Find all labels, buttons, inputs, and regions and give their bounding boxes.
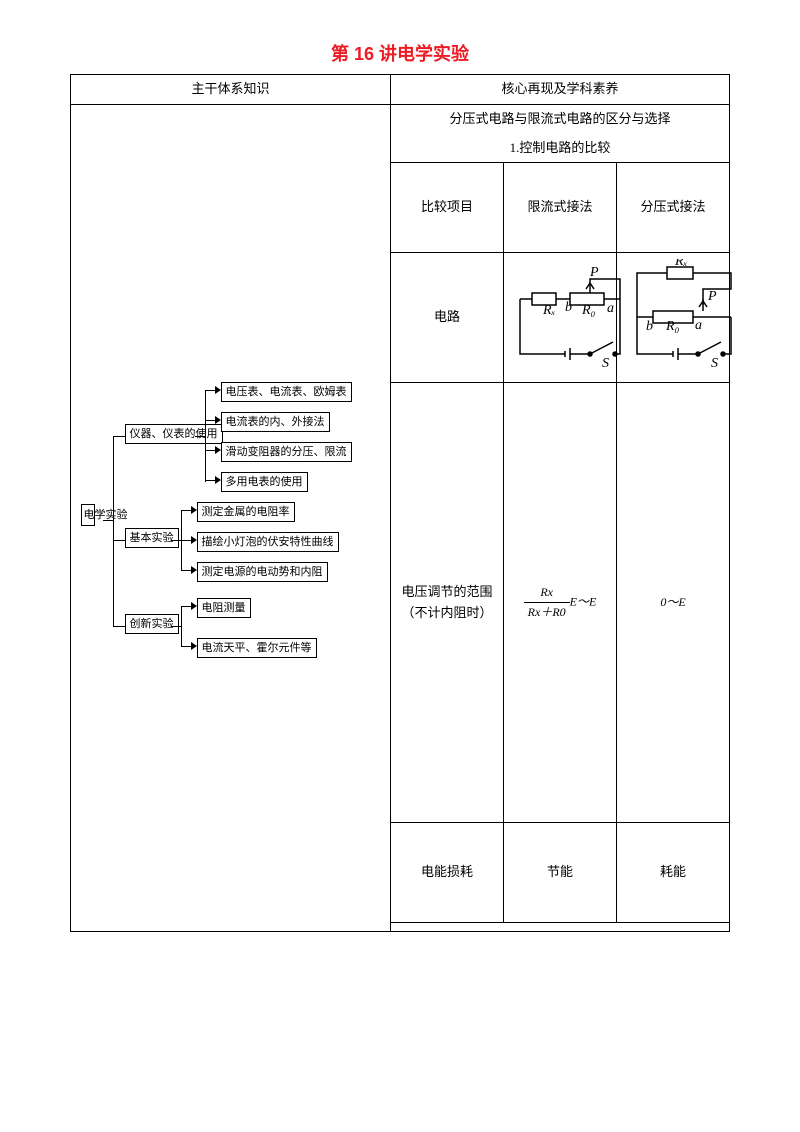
svg-text:Rₓ: Rₓ (674, 259, 688, 269)
tree-b2-leaf-0: 测定金属的电阻率 (197, 502, 295, 522)
th-limiting: 限流式接法 (504, 163, 617, 253)
row-energy: 电能损耗 (391, 823, 504, 923)
tree-b2-leaf-2: 测定电源的电动势和内阻 (197, 562, 328, 582)
th-compare: 比较项目 (391, 163, 504, 253)
tree-b3: 创新实验 (125, 614, 179, 634)
tree-b1-leaf-3: 多用电表的使用 (221, 472, 308, 492)
tree-b1-leaf-0: 电压表、电流表、欧姆表 (221, 382, 352, 402)
right-sub: 1.控制电路的比较 (391, 134, 730, 163)
tree-b3-leaf-0: 电阻测量 (197, 598, 251, 618)
energy-limiting: 节能 (504, 823, 617, 923)
svg-text:S: S (711, 356, 718, 369)
svg-text:Rₓ: Rₓ (542, 303, 556, 318)
svg-text:b: b (646, 319, 653, 334)
main-table: 主干体系知识 核心再现及学科素养 电学实验 仪器、仪表的使用 电压表、电流表、欧… (70, 74, 730, 932)
tree-b2: 基本实验 (125, 528, 179, 548)
svg-text:a: a (695, 318, 702, 333)
svg-text:P: P (589, 265, 599, 280)
tree-b1: 仪器、仪表的使用 (125, 424, 223, 444)
circuit-limiting-svg: Rₓ b R₀ a P S (510, 259, 630, 369)
header-left: 主干体系知识 (71, 75, 391, 105)
circuit-divider: Rₓ P b R₀ a S (617, 253, 730, 383)
tree-diagram: 电学实验 仪器、仪表的使用 电压表、电流表、欧姆表 电流表的内、外接法 滑动变阻… (81, 368, 381, 668)
voltage-limiting: Rx Rx＋R0 E～E (504, 383, 617, 823)
tree-b1-leaf-1: 电流表的内、外接法 (221, 412, 330, 432)
svg-text:a: a (607, 301, 614, 316)
header-right: 核心再现及学科素养 (391, 75, 730, 105)
energy-divider: 耗能 (617, 823, 730, 923)
row-voltage: 电压调节的范围（不计内阻时） (391, 383, 504, 823)
svg-text:R₀: R₀ (581, 303, 596, 318)
row-circuit: 电路 (391, 253, 504, 383)
page-title: 第 16 讲电学实验 (70, 40, 730, 66)
tree-b1-leaf-2: 滑动变阻器的分压、限流 (221, 442, 352, 462)
tree-root: 电学实验 (81, 504, 95, 526)
tree-b2-leaf-1: 描绘小灯泡的伏安特性曲线 (197, 532, 339, 552)
svg-text:b: b (565, 300, 572, 315)
circuit-divider-svg: Rₓ P b R₀ a S (623, 259, 743, 369)
circuit-limiting: Rₓ b R₀ a P S (504, 253, 617, 383)
tree-b3-leaf-1: 电流天平、霍尔元件等 (197, 638, 317, 658)
right-intro: 分压式电路与限流式电路的区分与选择 (391, 104, 730, 133)
voltage-divider: 0～E (617, 383, 730, 823)
svg-text:R₀: R₀ (665, 319, 680, 334)
svg-text:P: P (707, 289, 717, 304)
left-diagram-cell: 电学实验 仪器、仪表的使用 电压表、电流表、欧姆表 电流表的内、外接法 滑动变阻… (71, 104, 391, 932)
svg-text:S: S (602, 356, 609, 369)
th-divider: 分压式接法 (617, 163, 730, 253)
